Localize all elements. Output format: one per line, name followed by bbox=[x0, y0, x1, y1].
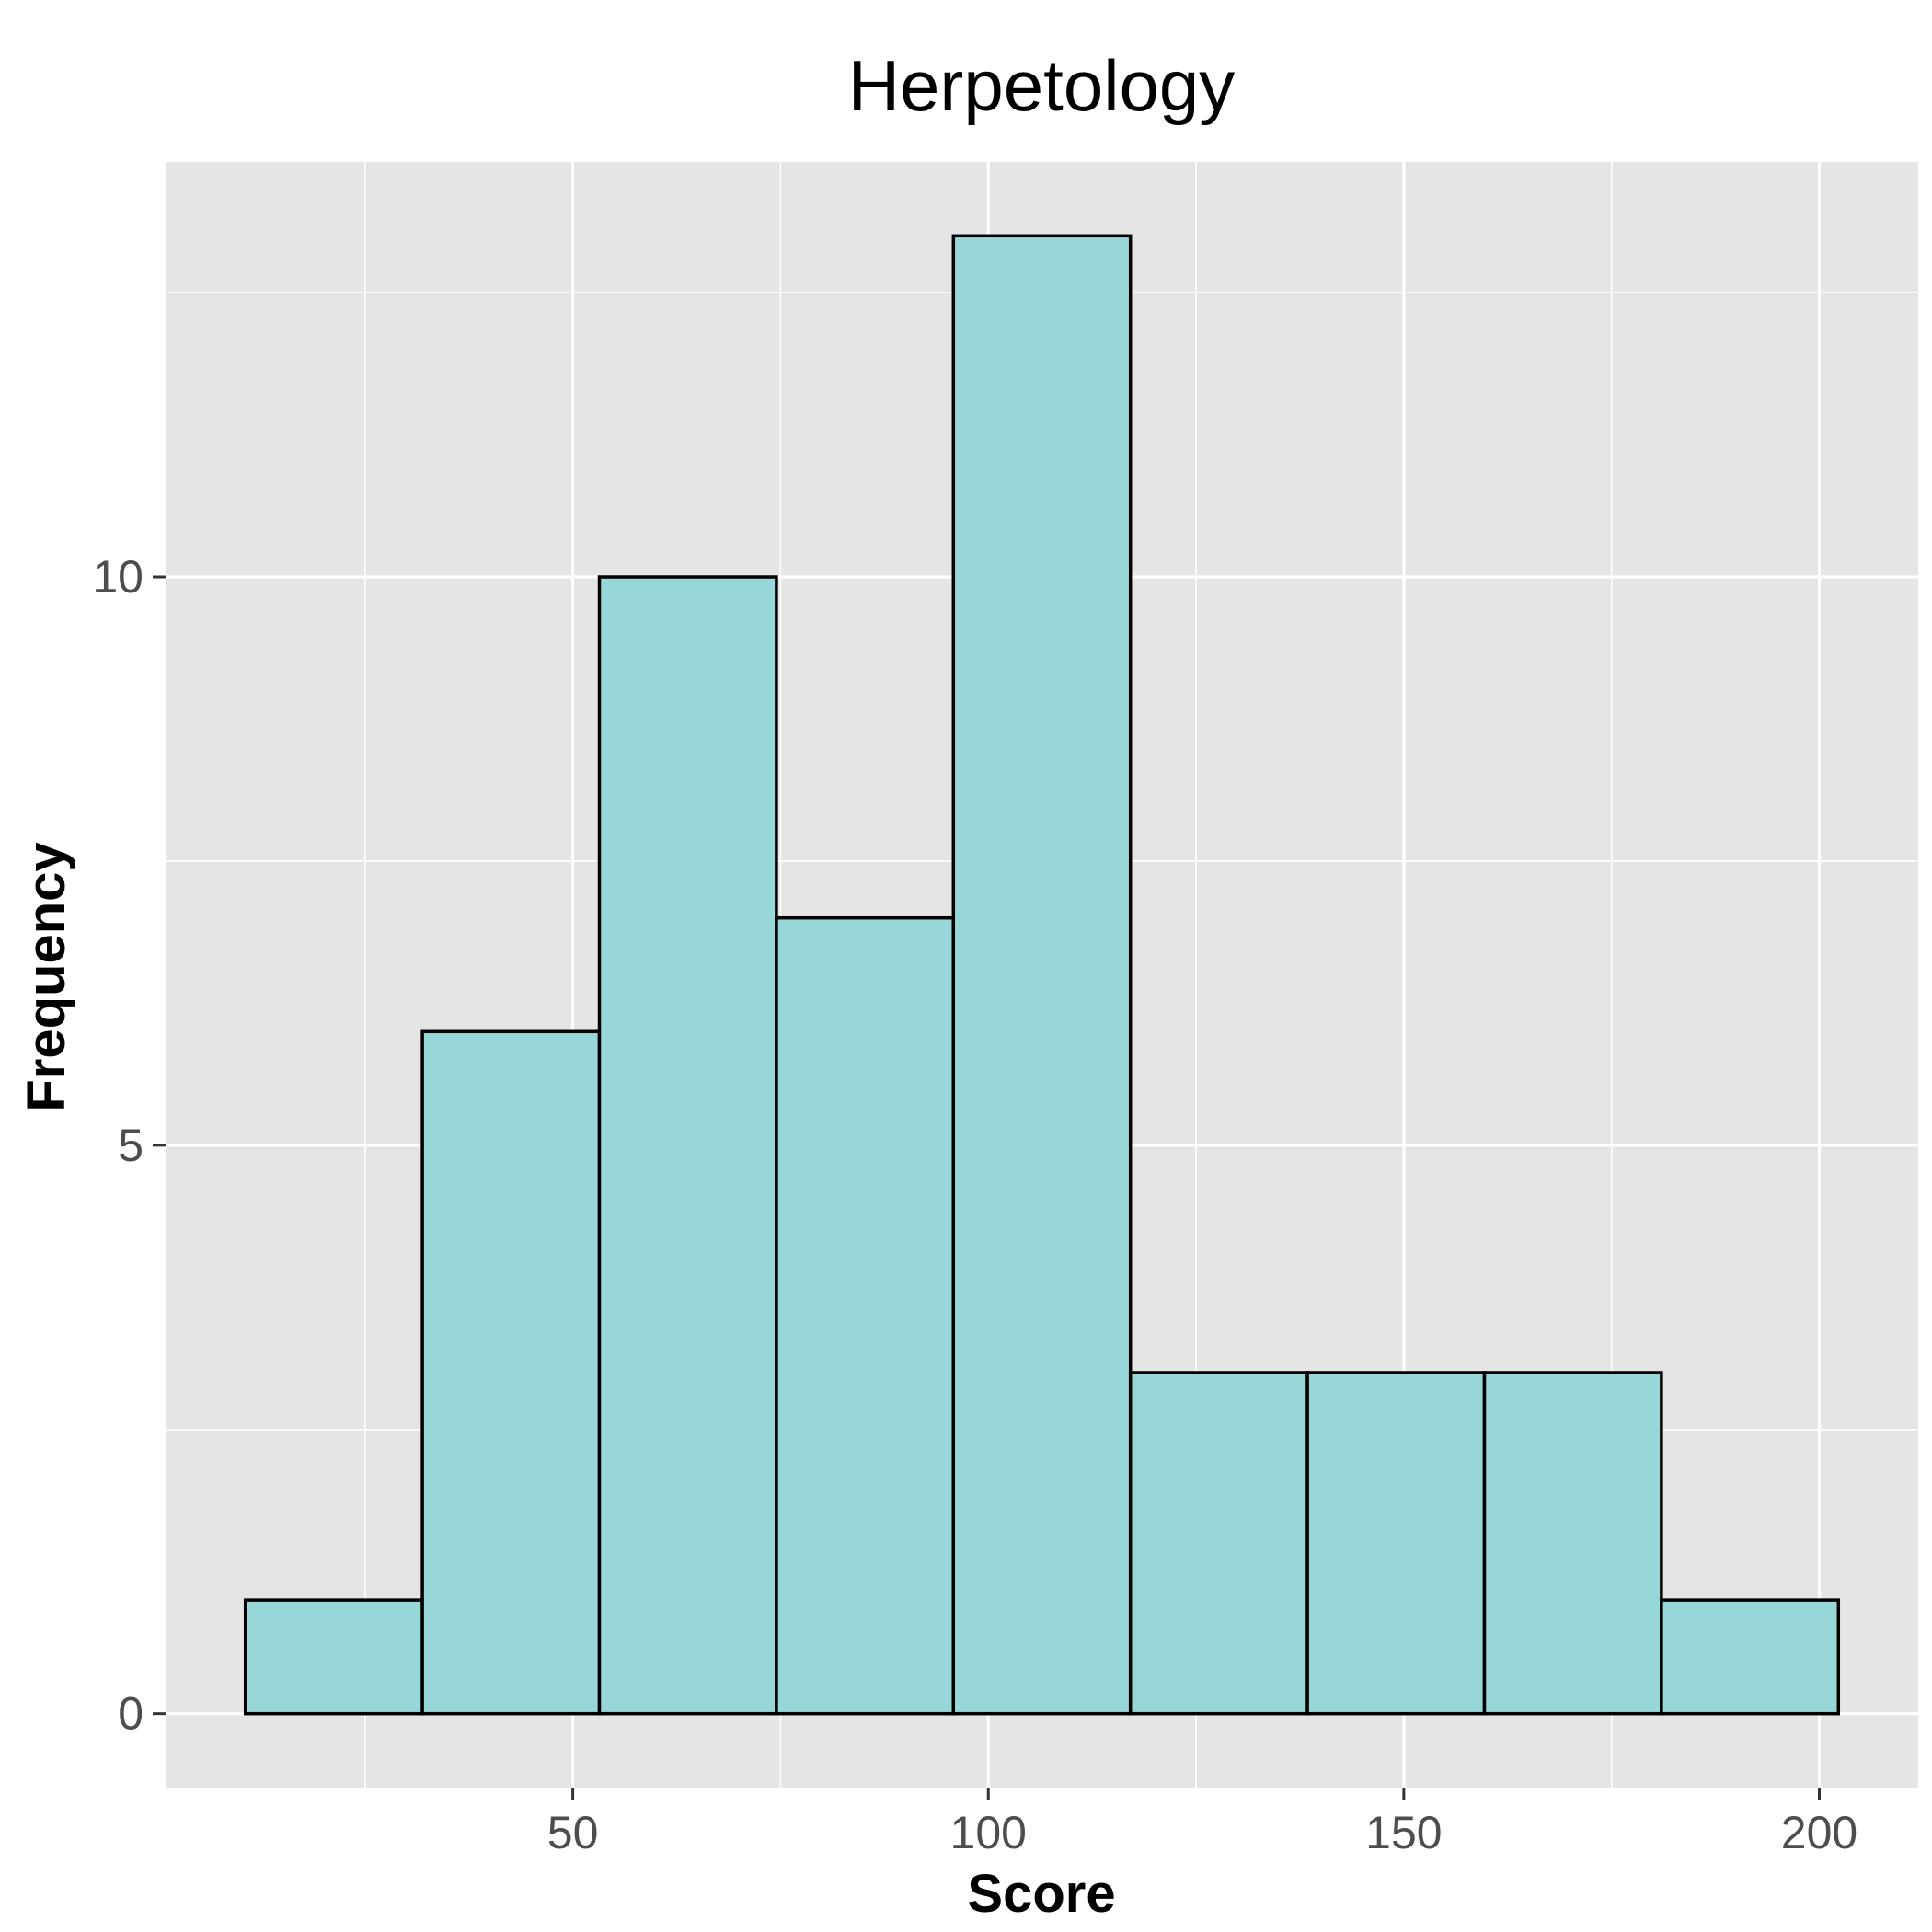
histogram-bar bbox=[243, 1598, 424, 1716]
x-axis: 50 100 150 200 bbox=[547, 1788, 1857, 1858]
y-tick-label: 0 bbox=[118, 1688, 144, 1740]
x-tick-label: 200 bbox=[1781, 1807, 1857, 1858]
histogram-bar bbox=[1305, 1371, 1487, 1716]
histogram-bar bbox=[775, 915, 956, 1716]
histogram-bar bbox=[1128, 1371, 1309, 1716]
x-tick-label: 100 bbox=[950, 1807, 1027, 1858]
y-axis-title: Frequency bbox=[17, 842, 76, 1111]
y-tick-label: 5 bbox=[118, 1120, 144, 1171]
y-axis: 0 5 10 bbox=[92, 551, 166, 1740]
x-axis-title: Score bbox=[967, 1864, 1115, 1924]
histogram-bar bbox=[1660, 1598, 1841, 1716]
histogram-bars bbox=[243, 234, 1841, 1716]
x-tick-label: 50 bbox=[547, 1807, 599, 1858]
histogram-bar bbox=[951, 234, 1133, 1716]
x-tick-label: 150 bbox=[1365, 1807, 1442, 1858]
histogram-bar bbox=[597, 575, 778, 1716]
chart-title: Herpetology bbox=[848, 45, 1236, 126]
histogram-bar bbox=[1482, 1371, 1663, 1716]
histogram-bar bbox=[420, 1029, 602, 1716]
y-tick-label: 10 bbox=[92, 551, 144, 603]
